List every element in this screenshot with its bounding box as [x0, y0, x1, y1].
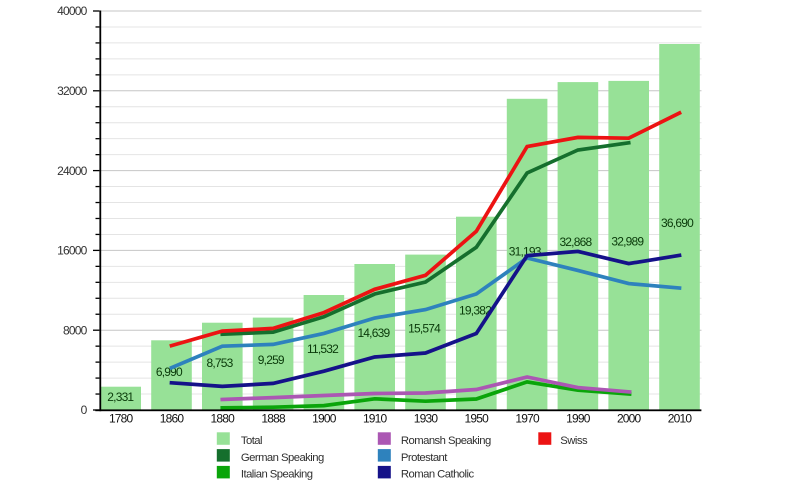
svg-text:8,753: 8,753	[206, 356, 233, 370]
svg-text:1970: 1970	[515, 411, 540, 425]
svg-text:1900: 1900	[312, 411, 337, 425]
svg-text:2010: 2010	[668, 411, 693, 425]
svg-text:Total: Total	[241, 435, 262, 447]
svg-text:16000: 16000	[57, 244, 87, 258]
svg-text:32000: 32000	[57, 84, 87, 98]
svg-text:0: 0	[81, 403, 88, 417]
svg-text:9,259: 9,259	[258, 353, 285, 367]
svg-text:15,574: 15,574	[408, 322, 441, 336]
svg-text:Romansh Speaking: Romansh Speaking	[401, 435, 491, 447]
svg-text:2000: 2000	[617, 411, 642, 425]
svg-text:German Speaking: German Speaking	[241, 452, 324, 464]
svg-text:Swiss: Swiss	[560, 435, 588, 447]
svg-text:19,382: 19,382	[459, 304, 492, 318]
svg-text:32,989: 32,989	[611, 234, 644, 248]
svg-text:6,990: 6,990	[156, 365, 183, 379]
svg-text:8000: 8000	[63, 323, 88, 337]
svg-text:1888: 1888	[261, 411, 286, 425]
svg-text:36,690: 36,690	[661, 216, 694, 230]
svg-text:1880: 1880	[211, 411, 236, 425]
svg-text:Protestant: Protestant	[401, 452, 448, 464]
svg-text:24000: 24000	[57, 164, 87, 178]
svg-text:1930: 1930	[414, 411, 439, 425]
svg-text:1910: 1910	[363, 411, 388, 425]
svg-text:14,639: 14,639	[357, 326, 390, 340]
svg-text:11,532: 11,532	[307, 342, 339, 356]
svg-text:Roman Catholic: Roman Catholic	[401, 469, 475, 481]
svg-text:1990: 1990	[566, 411, 591, 425]
svg-text:Italian Speaking: Italian Speaking	[241, 469, 313, 481]
svg-text:1780: 1780	[109, 411, 134, 425]
svg-text:1860: 1860	[160, 411, 185, 425]
svg-text:1950: 1950	[465, 411, 490, 425]
svg-text:40000: 40000	[57, 4, 87, 18]
svg-text:2,331: 2,331	[107, 390, 134, 404]
svg-text:32,868: 32,868	[559, 235, 592, 249]
